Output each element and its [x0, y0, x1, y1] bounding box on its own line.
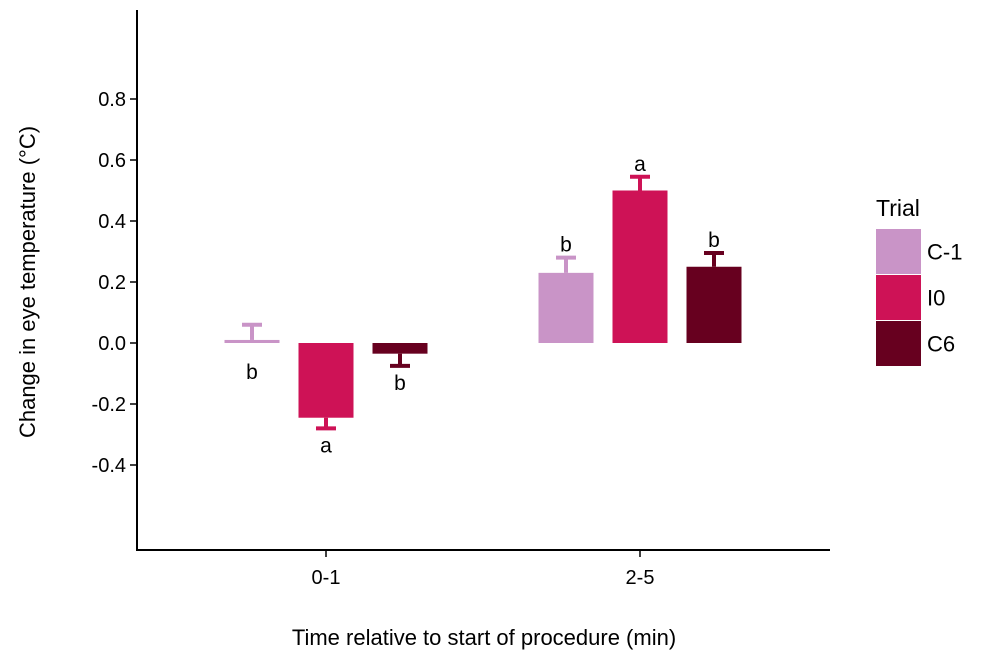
significance-label: b	[246, 361, 258, 384]
y-axis-title: Change in eye temperature (°C)	[15, 126, 40, 438]
bar	[538, 272, 594, 343]
legend-items: C-1 I0 C6	[876, 229, 962, 366]
y-tick-label: 0.6	[98, 150, 126, 172]
legend-title: Trial	[876, 195, 920, 221]
significance-label: b	[560, 234, 572, 257]
legend-key	[876, 229, 921, 274]
y-tick-label: -0.2	[92, 394, 126, 416]
bar	[612, 190, 668, 343]
significance-label: a	[320, 434, 332, 457]
legend-key	[876, 275, 921, 320]
plot-area: b b a a b b	[224, 153, 742, 457]
y-axis-ticks: -0.4 -0.2 0.0 0.2 0.4 0.6 0.8	[92, 89, 137, 477]
x-axis-title: Time relative to start of procedure (min…	[292, 625, 676, 650]
legend-label: C6	[927, 332, 955, 357]
x-tick-label: 2-5	[626, 567, 655, 589]
significance-label: b	[394, 372, 406, 395]
x-tick-label: 0-1	[312, 567, 341, 589]
bar	[224, 339, 280, 343]
legend-label: I0	[927, 286, 945, 311]
bar	[686, 266, 742, 343]
y-tick-label: 0.0	[98, 333, 126, 355]
legend-key	[876, 321, 921, 366]
bar	[298, 343, 354, 418]
significance-label: b	[708, 229, 720, 252]
y-tick-label: 0.2	[98, 272, 126, 294]
legend-label: C-1	[927, 240, 962, 265]
legend: Trial C-1 I0 C6	[876, 195, 962, 366]
bar	[372, 343, 428, 354]
y-tick-label: -0.4	[92, 455, 126, 477]
significance-label: a	[634, 153, 646, 176]
y-tick-label: 0.4	[98, 211, 126, 233]
y-tick-label: 0.8	[98, 89, 126, 111]
x-axis-ticks: 0-1 2-5	[312, 550, 655, 589]
